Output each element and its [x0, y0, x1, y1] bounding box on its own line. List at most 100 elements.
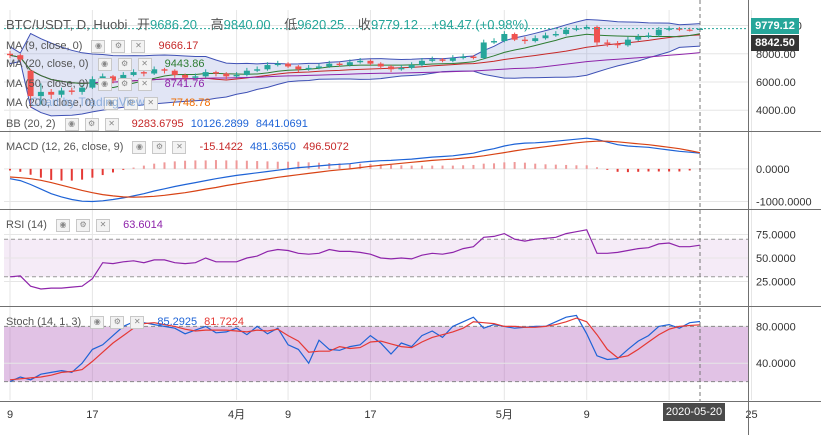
legend-bb-v2: 10126.2899 — [190, 118, 249, 130]
settings-icon[interactable]: ⚙ — [84, 117, 99, 131]
candle-body — [439, 59, 446, 61]
legend-stoch: Stoch (14, 1, 3) ◉ ⚙ ✕ 85.2925 81.7224 — [6, 314, 248, 330]
legend-bb-v1: 9283.6795 — [131, 118, 184, 130]
high-value: 9840.00 — [223, 17, 271, 32]
close-icon[interactable]: ✕ — [131, 39, 146, 53]
x-tick-label: 17 — [86, 409, 98, 421]
candle-body — [460, 56, 467, 58]
price-axis-tick-label: 6000.00 — [756, 77, 796, 89]
legend-ma4-value: 7748.78 — [170, 97, 211, 109]
candle-body — [295, 66, 302, 70]
close-icon[interactable]: ✕ — [137, 77, 152, 91]
settings-icon[interactable]: ⚙ — [117, 77, 132, 91]
stoch-series-d — [9, 317, 701, 381]
x-tick-label: 9 — [285, 409, 291, 421]
eye-icon[interactable]: ◉ — [56, 218, 71, 232]
eye-icon[interactable]: ◉ — [90, 315, 105, 329]
bollinger-fill — [10, 19, 700, 116]
settings-icon[interactable]: ⚙ — [152, 140, 167, 154]
stoch-axis-tick-label: 80.0000 — [756, 321, 796, 333]
close-icon[interactable]: ✕ — [143, 96, 158, 110]
legend-ma4: MA (200, close, 0) ◉ ⚙ ✕ 7748.78 — [6, 95, 215, 111]
settings-icon[interactable]: ⚙ — [110, 315, 125, 329]
ma-price-tag: 8842.50 — [751, 35, 799, 51]
legend-macd-v3: 496.5072 — [302, 141, 349, 153]
x-tick-label: 25 — [745, 409, 757, 421]
last-price-tag: 9779.12 — [751, 18, 799, 34]
close-icon[interactable]: ✕ — [96, 218, 111, 232]
settings-icon[interactable]: ⚙ — [111, 39, 126, 53]
candle-body — [552, 34, 559, 36]
candle-body — [501, 34, 508, 42]
candle-body — [542, 35, 549, 39]
candle-body — [346, 62, 353, 66]
candle-body — [398, 67, 405, 70]
open-value: 9686.20 — [150, 17, 198, 32]
close-icon[interactable]: ✕ — [130, 315, 145, 329]
candle-body — [182, 74, 189, 78]
close-icon[interactable]: ✕ — [172, 140, 187, 154]
candle-body — [532, 38, 539, 42]
crosshair-date-tag: 2020-05-20 — [663, 403, 725, 421]
candle-body — [171, 70, 178, 75]
candle-body — [233, 74, 240, 77]
open-label: 开 — [137, 17, 151, 32]
candle-body — [264, 65, 271, 70]
rsi-line — [9, 229, 701, 290]
candle-body — [27, 70, 34, 97]
legend-ma4-name: MA (200, close, 0) — [6, 97, 95, 109]
legend-stoch-v1: 85.2925 — [157, 316, 198, 328]
high-label: 高 — [210, 17, 224, 32]
candle-body — [58, 90, 65, 95]
candle-body — [161, 69, 168, 71]
candle-body — [223, 73, 230, 77]
candle-body — [521, 39, 528, 42]
candle-body — [491, 41, 498, 43]
x-tick-label: 9 — [584, 409, 590, 421]
candle-body — [254, 69, 261, 71]
legend-ma3-name: MA (50, close, 0) — [6, 78, 89, 90]
eye-icon[interactable]: ◉ — [91, 39, 106, 53]
legend-ma1: MA (9, close, 0) ◉ ⚙ ✕ 9666.17 — [6, 38, 202, 54]
eye-icon[interactable]: ◉ — [132, 140, 147, 154]
watermark: Chart by TradingView — [30, 95, 145, 109]
candle-body — [336, 63, 343, 66]
candle-body — [614, 43, 621, 46]
candle-body — [274, 63, 281, 66]
candle-body — [645, 35, 652, 37]
close-icon[interactable]: ✕ — [137, 57, 152, 71]
price-axis-tick-label: 8000.00 — [756, 49, 796, 61]
legend-macd-name: MACD (12, 26, close, 9) — [6, 141, 124, 153]
candle-body — [357, 60, 364, 63]
stoch-series-k — [9, 314, 701, 383]
close-icon[interactable]: ✕ — [104, 117, 119, 131]
symbol-title: BTC/USDT, D, Huobi — [6, 17, 128, 32]
legend-macd: MACD (12, 26, close, 9) ◉ ⚙ ✕ -15.1422 481… — [6, 139, 353, 155]
eye-icon[interactable]: ◉ — [64, 117, 79, 131]
candle-body — [151, 69, 158, 74]
settings-icon[interactable]: ⚙ — [76, 218, 91, 232]
macd-series-signal — [9, 140, 701, 198]
legend-bb-name: BB (20, 2) — [6, 118, 56, 130]
macd-series-macd — [9, 137, 701, 203]
legend-ma1-name: MA (9, close, 0) — [6, 40, 83, 52]
candle-body — [285, 63, 292, 67]
settings-icon[interactable]: ⚙ — [123, 96, 138, 110]
low-label: 低 — [284, 17, 298, 32]
candle-body — [48, 91, 55, 95]
eye-icon[interactable]: ◉ — [97, 57, 112, 71]
eye-icon[interactable]: ◉ — [97, 77, 112, 91]
candle-body — [418, 60, 425, 66]
settings-icon[interactable]: ⚙ — [117, 57, 132, 71]
candle-body — [315, 66, 322, 68]
legend-ma2: MA (20, close, 0) ◉ ⚙ ✕ 9443.86 — [6, 56, 208, 72]
candle-body — [583, 26, 590, 29]
eye-icon[interactable]: ◉ — [103, 96, 118, 110]
x-tick-label: 5月 — [496, 409, 513, 421]
legend-rsi-name: RSI (14) — [6, 219, 47, 231]
bollinger-upper-line — [9, 18, 701, 65]
candle-body — [140, 72, 147, 74]
low-value: 9620.25 — [297, 17, 345, 32]
candle-body — [192, 76, 199, 78]
candle-body — [388, 66, 395, 70]
